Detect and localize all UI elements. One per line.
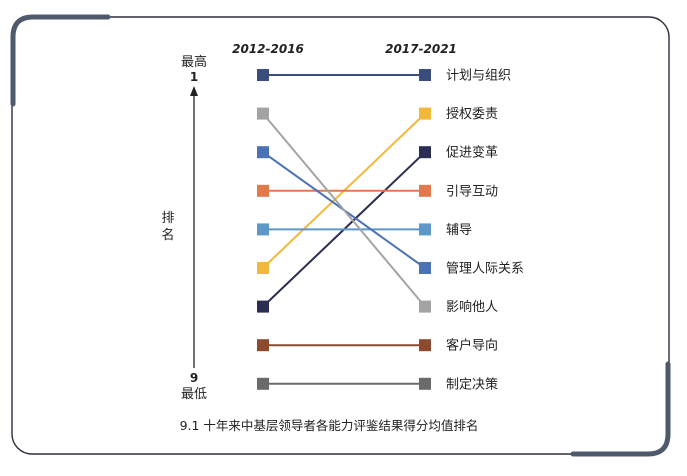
chart-caption: 9.1 十年来中基层领导者各能力评鉴结果得分均值排名: [180, 418, 479, 433]
left-marker: [257, 262, 269, 274]
slope-lines: [262, 74, 426, 385]
left-marker: [257, 300, 269, 313]
left-marker: [257, 339, 269, 352]
axis-top-rank: 1: [190, 70, 198, 84]
axis-top-label: 最高: [181, 54, 207, 70]
series-label: 影响他人: [446, 299, 498, 315]
left-marker: [257, 69, 269, 81]
left-marker: [257, 184, 269, 197]
series-label: 客户导向: [446, 338, 498, 354]
series-label: 辅导: [446, 223, 472, 238]
rank-axis-label: 排名: [161, 211, 174, 243]
right-marker: [419, 300, 431, 313]
axis-bottom-rank: 9: [190, 371, 198, 385]
left-column-header: 2012-2016: [232, 42, 304, 56]
right-marker: [419, 377, 431, 390]
series-label: 促进变革: [446, 145, 498, 161]
right-marker: [419, 184, 431, 197]
left-marker: [257, 223, 269, 236]
slope-line: [262, 112, 426, 308]
series-label: 引导互动: [446, 184, 498, 199]
right-marker: [419, 69, 431, 81]
right-marker: [419, 146, 431, 159]
series-label: 授权委责: [446, 106, 498, 122]
right-marker: [419, 223, 431, 236]
frame-accent-top-left: [10, 14, 111, 107]
series-label: 管理人际关系: [446, 262, 524, 277]
slope-markers: [257, 69, 431, 390]
right-marker: [419, 339, 431, 352]
left-marker: [257, 107, 269, 120]
frame-accent-bottom-right: [570, 361, 671, 457]
rank-axis-arrow-icon: [190, 86, 198, 96]
left-marker: [257, 377, 269, 390]
series-label: 制定决策: [446, 376, 498, 392]
frame-border: [11, 16, 670, 455]
right-marker: [419, 262, 431, 274]
right-column-header: 2017-2021: [385, 42, 457, 56]
axis-bottom-label: 最低: [181, 387, 207, 402]
left-marker: [257, 146, 269, 159]
right-marker: [419, 107, 431, 120]
series-label: 计划与组织: [446, 69, 511, 84]
